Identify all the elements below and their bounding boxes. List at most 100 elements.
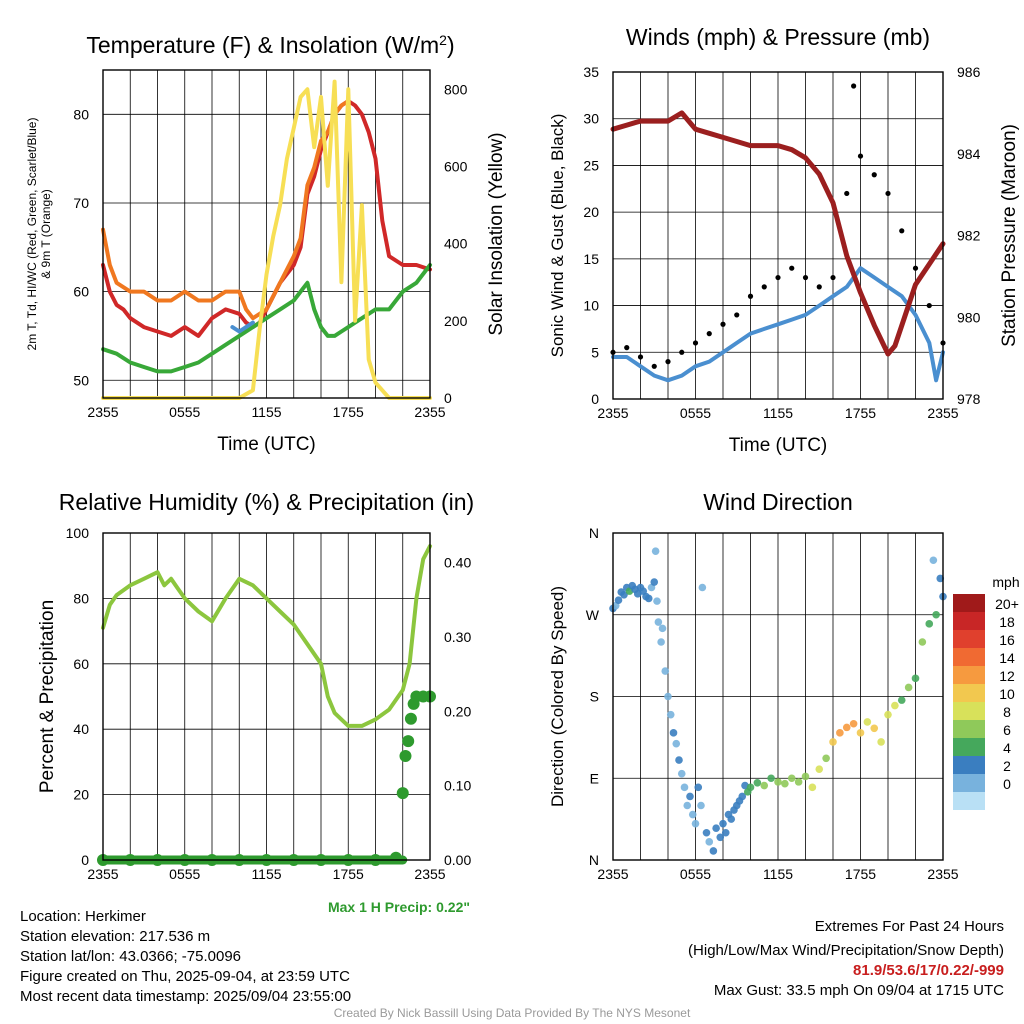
data-point — [849, 719, 858, 728]
y-tick-label-right: 0.40 — [444, 555, 471, 571]
data-point — [404, 712, 417, 725]
colorbar-label: 8 — [1003, 704, 1011, 720]
chart-title: Winds (mph) & Pressure (mb) — [626, 24, 930, 50]
y-tick-label: 70 — [73, 195, 89, 211]
x-tick-label: 0555 — [169, 866, 200, 882]
x-tick-label: 1755 — [333, 404, 364, 420]
data-point — [775, 274, 781, 281]
plot-frame — [612, 532, 944, 861]
data-point — [697, 801, 705, 810]
data-point — [774, 778, 782, 786]
x-tick-label: 2355 — [597, 866, 628, 882]
colorbar-swatch — [953, 684, 985, 702]
data-point — [794, 778, 803, 786]
y-tick-label-right: 986 — [957, 64, 981, 80]
y-tick-label-right: 984 — [957, 146, 981, 162]
data-point — [651, 363, 657, 369]
created-text: Figure created on Thu, 2025-09-04, at 23… — [20, 968, 350, 985]
y-tick-label: 30 — [583, 111, 599, 127]
data-point — [716, 833, 725, 842]
colorbar-swatch — [953, 756, 985, 774]
colorbar-swatch — [953, 666, 985, 684]
data-point — [884, 710, 892, 719]
y-axis-label: Direction (Colored By Speed) — [548, 586, 567, 807]
chart-temp: Temperature (F) & Insolation (W/m2) 2355 0… — [25, 32, 507, 455]
colorbar: mph 20+ 18 16 14 12 10 8 6 4 2 0 — [953, 574, 1020, 810]
series-line — [101, 99, 432, 338]
colorbar-label: 0 — [1003, 776, 1011, 792]
data-point — [637, 354, 644, 360]
x-tick-label: 2355 — [414, 866, 445, 882]
y-tick-label-right: 400 — [444, 236, 468, 252]
y-tick-label: 10 — [583, 298, 599, 314]
data-point — [801, 772, 810, 781]
data-point — [694, 783, 703, 792]
data-point — [688, 810, 697, 819]
data-point — [844, 190, 850, 197]
x-axis-label: Time (UTC) — [729, 435, 828, 456]
y-tick-label: 40 — [73, 721, 89, 737]
plot-frame — [102, 69, 431, 399]
data-point — [815, 765, 824, 773]
data-point — [686, 792, 694, 801]
data-point — [877, 738, 885, 746]
data-point — [620, 590, 628, 599]
data-point — [904, 683, 913, 692]
data-point — [712, 824, 720, 833]
y-tick-label: W — [586, 607, 600, 623]
data-point — [767, 774, 775, 783]
y-tick-label: 5 — [591, 344, 599, 360]
y-tick-label: 20 — [583, 204, 599, 220]
data-point — [851, 83, 857, 89]
data-point — [644, 594, 653, 603]
y-axis-label-line: 2m T, Td, HI/WC (Red, Green, Scarlet/Blu… — [25, 118, 39, 351]
colorbar-title: mph — [992, 574, 1019, 590]
y-tick-label-right: 200 — [444, 313, 468, 329]
data-point — [802, 274, 809, 281]
latlon-text: Station lat/lon: 43.0366; -75.0096 — [20, 948, 242, 965]
y-tick-label: E — [590, 770, 599, 786]
data-point — [808, 783, 817, 792]
x-tick-label: 1155 — [763, 405, 793, 421]
series-line — [611, 266, 945, 383]
data-point — [661, 667, 670, 675]
data-point — [753, 778, 762, 787]
chart-wind: Winds (mph) & Pressure (mb) 2355 0555 1155 1… — [548, 24, 1020, 456]
data-point — [856, 729, 865, 737]
data-point — [665, 359, 671, 365]
colorbar-label: 16 — [999, 632, 1015, 648]
y-tick-label-right: 0 — [444, 390, 452, 406]
data-point — [932, 610, 940, 619]
title-superscript: 2 — [439, 32, 447, 48]
data-point — [936, 574, 945, 583]
elevation-text: Station elevation: 217.536 m — [20, 928, 211, 945]
series-line — [230, 320, 255, 334]
colorbar-swatch — [953, 720, 985, 738]
data-point — [698, 583, 707, 592]
data-point — [721, 828, 730, 837]
data-point — [399, 749, 412, 762]
series-line — [101, 99, 351, 321]
location-text: Location: Herkimer — [20, 908, 146, 925]
colorbar-label: 6 — [1003, 722, 1011, 738]
y-tick-label-right: 0.00 — [444, 852, 471, 868]
data-point — [925, 620, 934, 628]
data-point — [781, 779, 789, 788]
data-point — [857, 153, 864, 159]
chart-title: Wind Direction — [703, 489, 853, 515]
y-tick-label: 100 — [66, 525, 90, 541]
y-tick-label-right: 800 — [444, 81, 468, 97]
data-point — [897, 696, 906, 704]
data-point — [720, 321, 726, 327]
data-point — [679, 349, 685, 355]
x-tick-label: 2355 — [87, 404, 118, 420]
y-tick-label: 25 — [583, 157, 599, 173]
chart-title: Temperature (F) & Insolation (W/m2) — [86, 32, 454, 58]
data-point — [691, 819, 700, 828]
x-tick-label: 1155 — [763, 866, 793, 882]
data-point — [651, 547, 660, 555]
data-point — [761, 284, 767, 290]
data-point — [929, 556, 938, 565]
data-point — [912, 265, 919, 271]
x-tick-label: 2355 — [927, 866, 958, 882]
